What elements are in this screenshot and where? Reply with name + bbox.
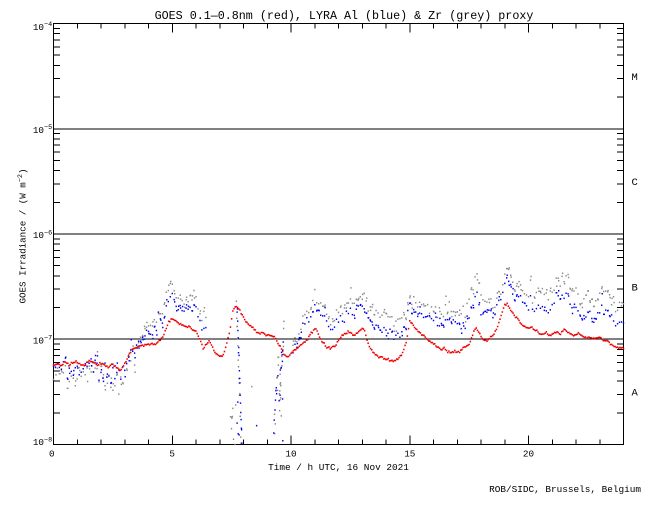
svg-text:M: M — [632, 72, 638, 84]
svg-text:10: 10 — [33, 437, 44, 448]
svg-text:−5: −5 — [44, 124, 52, 132]
svg-text:C: C — [632, 177, 638, 189]
svg-text:−6: −6 — [44, 229, 52, 237]
svg-text:GOES 0.1—0.8nm (red), LYRA Al: GOES 0.1—0.8nm (red), LYRA Al (blue) & Z… — [155, 9, 534, 23]
svg-text:B: B — [632, 282, 638, 294]
svg-text:−4: −4 — [44, 21, 52, 29]
svg-text:10: 10 — [33, 335, 44, 346]
svg-text:20: 20 — [523, 449, 534, 460]
svg-text:10: 10 — [33, 22, 44, 33]
svg-text:10: 10 — [33, 125, 44, 136]
svg-text:0: 0 — [49, 449, 55, 460]
svg-text:GOES Irradiance / (W m−2): GOES Irradiance / (W m−2) — [17, 169, 28, 304]
svg-text:15: 15 — [404, 449, 415, 460]
svg-text:5: 5 — [169, 449, 175, 460]
svg-text:ROB/SIDC, Brussels, Belgium: ROB/SIDC, Brussels, Belgium — [489, 484, 641, 495]
svg-text:10: 10 — [33, 230, 44, 241]
svg-text:Time / h UTC, 16 Nov 2021: Time / h UTC, 16 Nov 2021 — [268, 462, 409, 473]
svg-text:A: A — [632, 388, 639, 400]
svg-text:10: 10 — [285, 449, 296, 460]
svg-text:−8: −8 — [44, 437, 52, 445]
svg-text:−7: −7 — [44, 335, 52, 343]
